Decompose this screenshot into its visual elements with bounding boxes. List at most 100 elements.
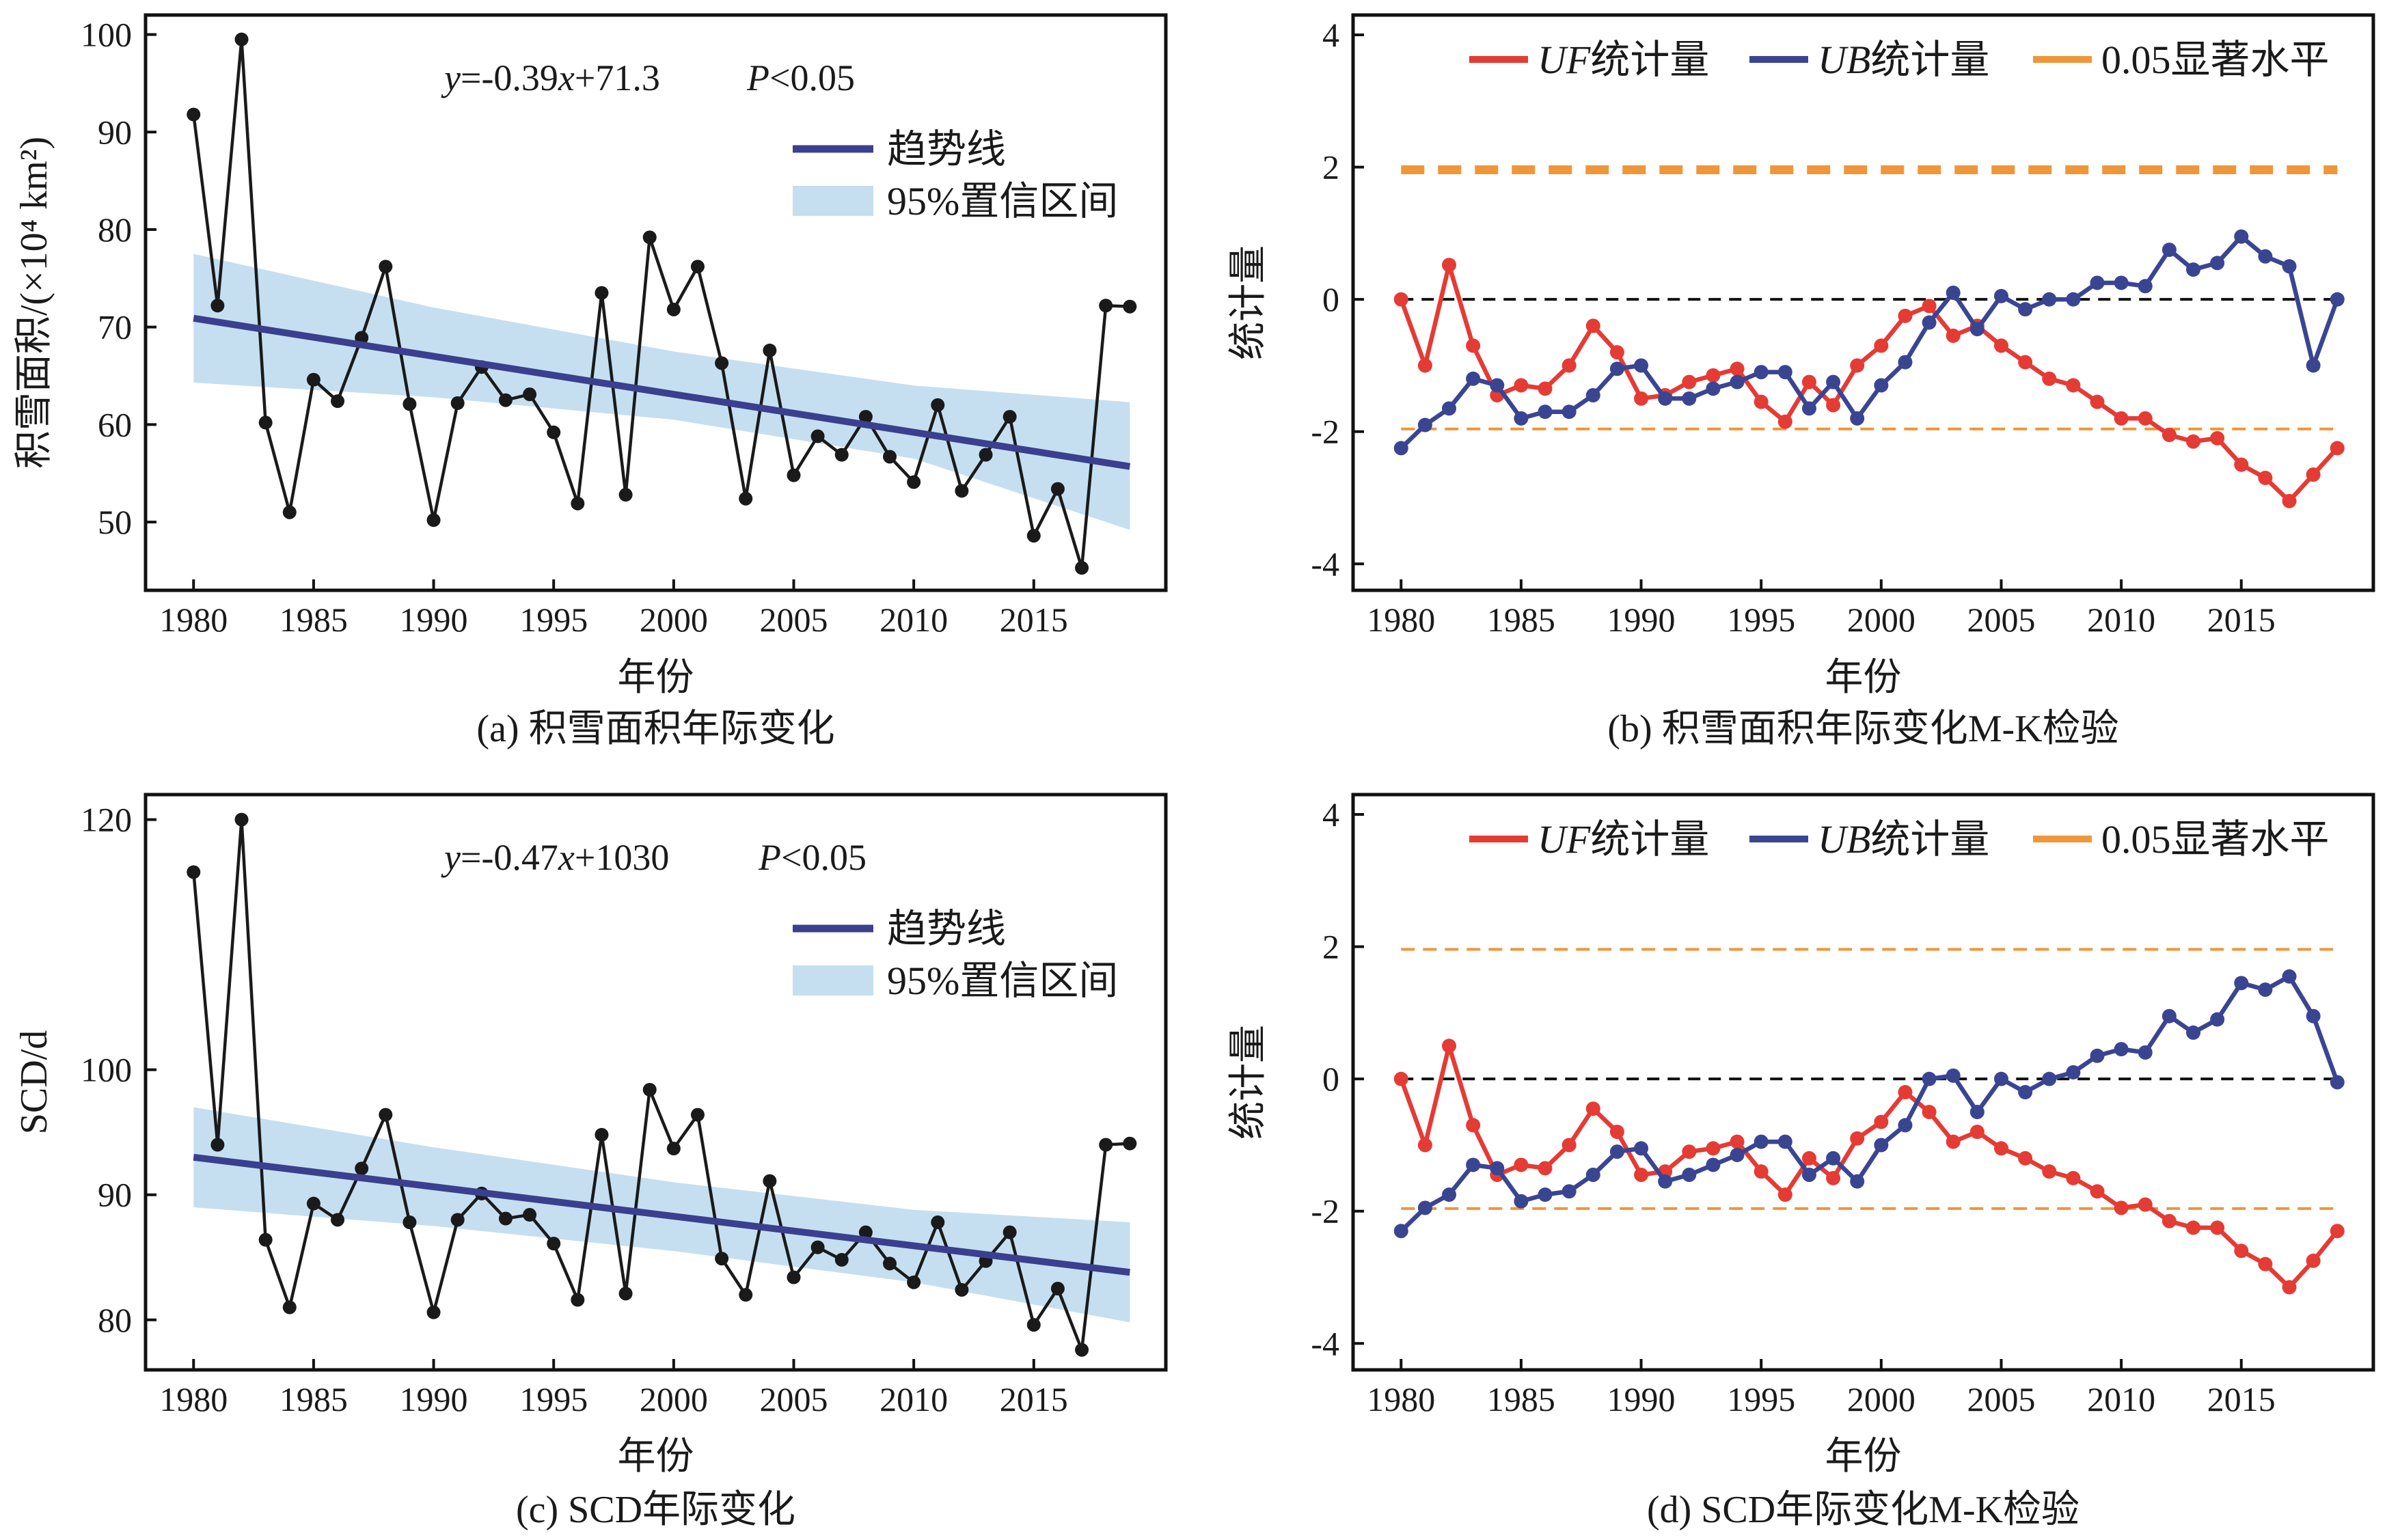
data-point xyxy=(2186,1025,2201,1040)
data-point xyxy=(547,1237,561,1251)
data-point xyxy=(907,475,921,489)
data-point xyxy=(2090,394,2105,409)
p-threshold: <0.05 xyxy=(769,57,855,98)
series-line-UF xyxy=(1399,262,2339,504)
legend: 趋势线 95%置信区间 xyxy=(793,127,1118,223)
data-point xyxy=(2138,1045,2153,1060)
panel-a: 1980 1985 1990 1995 2000 2005 2010 2015 50 60 70 80… xyxy=(13,13,1168,750)
data-point xyxy=(690,1108,705,1122)
data-point xyxy=(907,1275,921,1289)
data-point xyxy=(1002,409,1017,424)
data-point xyxy=(498,393,513,407)
data-point xyxy=(1682,374,1697,389)
data-point xyxy=(2330,441,2345,456)
data-point xyxy=(1898,308,1913,323)
legend-text: 0.05显著水平 xyxy=(2101,817,2330,862)
data-point xyxy=(1898,1118,1913,1133)
data-point xyxy=(1993,1071,2008,1086)
data-point xyxy=(2330,292,2345,307)
data-point xyxy=(618,1287,633,1301)
legend: 趋势线 95%置信区间 xyxy=(793,907,1118,1003)
equation-part: -0.39 xyxy=(481,57,558,98)
data-point xyxy=(306,372,320,387)
x-tick-label: 2000 xyxy=(640,1380,708,1418)
data-point xyxy=(1801,1151,1816,1166)
y-tick-label: 90 xyxy=(98,1176,132,1214)
p-threshold: <0.05 xyxy=(781,837,867,878)
data-point xyxy=(1850,411,1865,426)
data-point xyxy=(234,812,249,827)
equation-part: y xyxy=(441,57,461,98)
data-point xyxy=(1777,1134,1792,1149)
data-point xyxy=(1561,1138,1577,1153)
data-point xyxy=(1969,322,1984,337)
plot-frame xyxy=(1351,793,2375,1372)
data-point xyxy=(1898,1085,1913,1100)
p-value: P<0.05 xyxy=(746,57,855,98)
data-point xyxy=(715,1252,729,1266)
data-point xyxy=(1393,1224,1408,1239)
y-tick-label: -2 xyxy=(1311,413,1339,451)
legend-label-trend: 趋势线 xyxy=(887,907,1006,951)
x-tick-label: 2010 xyxy=(2087,601,2155,639)
trend-line xyxy=(193,1153,1130,1276)
x-tick-label: 2005 xyxy=(1967,1380,2035,1418)
data-point xyxy=(2066,1170,2081,1185)
data-point xyxy=(1730,374,1745,389)
data-point xyxy=(858,409,873,424)
data-point xyxy=(834,1252,849,1267)
data-point xyxy=(1514,1157,1529,1172)
data-point xyxy=(379,260,393,274)
data-point xyxy=(1393,292,1408,307)
panel-caption: (a) 积雪面积年际变化 xyxy=(476,708,834,750)
data-point xyxy=(1777,1187,1792,1202)
legend-swatch-band xyxy=(793,965,873,995)
data-point xyxy=(1561,358,1577,373)
data-point xyxy=(1634,391,1649,406)
data-point xyxy=(258,415,273,430)
data-point xyxy=(258,1233,273,1247)
data-point xyxy=(1874,1114,1889,1129)
data-point xyxy=(1682,1144,1697,1159)
legend-label-2: 0.05显著水平 xyxy=(2101,38,2330,82)
data-point xyxy=(1609,361,1624,376)
data-point xyxy=(883,1256,897,1271)
data-point xyxy=(2114,411,2129,426)
x-tick-label: 1995 xyxy=(519,1380,588,1418)
data-point xyxy=(1850,1174,1865,1189)
data-point xyxy=(2042,1071,2057,1086)
data-point xyxy=(2306,358,2321,373)
data-point xyxy=(1466,338,1481,353)
legend-text: 统计量 xyxy=(1590,817,1709,862)
y-tick-label: 80 xyxy=(98,1301,132,1339)
regression-equation: y=-0.39x+71.3 xyxy=(441,57,660,98)
data-point xyxy=(1417,358,1432,373)
data-point xyxy=(1050,482,1065,496)
data-point xyxy=(1682,391,1697,406)
data-point xyxy=(595,286,609,300)
data-point xyxy=(1099,299,1113,313)
data-point xyxy=(1514,1194,1529,1209)
data-point xyxy=(2210,1012,2225,1027)
y-axis-label: 统计量 xyxy=(1227,1025,1270,1140)
data-point xyxy=(379,1108,393,1122)
y-tick-label: -4 xyxy=(1311,545,1339,583)
equation-part: = xyxy=(461,57,481,98)
data-point xyxy=(2282,493,2297,508)
equation-part: y xyxy=(441,837,461,878)
data-point xyxy=(931,398,945,412)
data-point xyxy=(2330,1224,2345,1239)
data-point xyxy=(1561,404,1577,420)
data-point xyxy=(2282,259,2297,274)
data-point xyxy=(2090,1184,2105,1199)
data-point xyxy=(2138,279,2153,294)
y-tick-label: 60 xyxy=(98,405,132,443)
data-point xyxy=(1417,417,1432,432)
data-point xyxy=(2234,457,2249,472)
equation-part: x xyxy=(558,57,575,98)
x-tick-label: 2005 xyxy=(759,1380,828,1418)
panel-b: 1980 1985 1990 1995 2000 2005 2010 2015 4 2 0 -2 -4 年… xyxy=(1227,13,2375,750)
data-point xyxy=(282,505,297,519)
p-symbol: P xyxy=(758,837,781,878)
data-point xyxy=(1826,374,1841,389)
